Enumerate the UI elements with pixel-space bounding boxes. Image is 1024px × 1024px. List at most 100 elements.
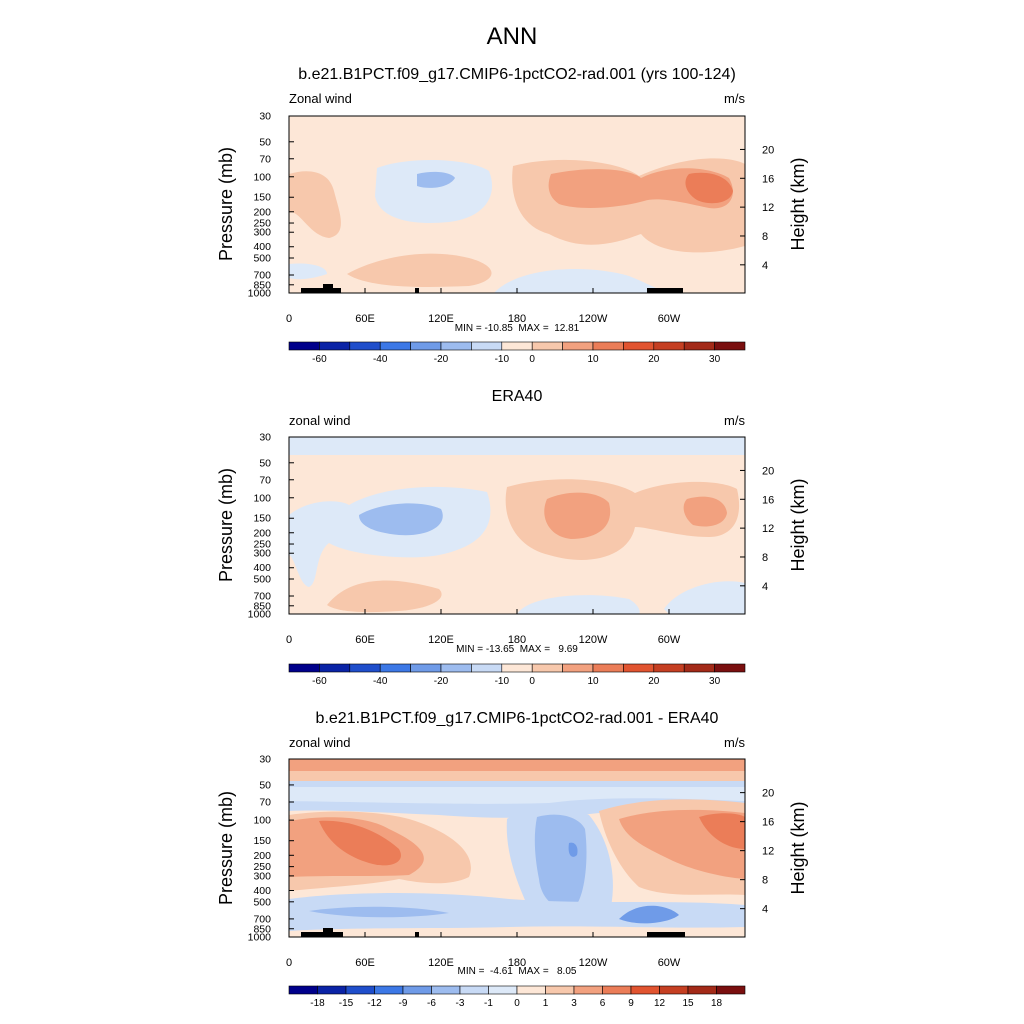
contour-band-neg (494, 268, 669, 293)
colorbar-label: 10 (587, 354, 599, 365)
colorbar-swatch (562, 663, 594, 673)
colorbar-swatch (410, 663, 442, 673)
colorbar-label: 10 (587, 676, 599, 687)
colorbar-label: -40 (373, 676, 388, 687)
colorbar-swatch (379, 341, 411, 351)
colorbar-label: 0 (529, 354, 535, 365)
contour-band-pos (347, 253, 492, 287)
contour-plot-area (289, 759, 745, 937)
colorbar-label: -3 (456, 998, 465, 1009)
longitude-tick-label: 120E (428, 957, 454, 969)
pressure-tick-label: 700 (253, 269, 271, 281)
colorbar-label: 30 (709, 676, 721, 687)
topography (647, 932, 685, 937)
pressure-tick-label: 30 (259, 111, 271, 123)
longitude-ticks: 0 60E 120E 180 120W 60W (286, 932, 681, 969)
pressure-tick-label: 850 (253, 923, 271, 935)
colorbar-swatch (714, 341, 746, 351)
longitude-tick-label: 120E (428, 313, 454, 325)
pressure-axis-label: Pressure (mb) (216, 147, 236, 261)
panel-title: b.e21.B1PCT.f09_g17.CMIP6-1pctCO2-rad.00… (298, 66, 736, 83)
pressure-tick-label: 500 (253, 896, 271, 908)
topography (301, 932, 343, 937)
longitude-ticks: 0 60E 120E 180 120W 60W (286, 609, 681, 646)
colorbar-swatch (288, 341, 320, 351)
min-max-stats: MIN = -10.85 MAX = 12.81 (455, 323, 580, 334)
height-tick-label: 16 (762, 173, 774, 185)
pressure-tick-label: 500 (253, 574, 271, 586)
panel-title: b.e21.B1PCT.f09_g17.CMIP6-1pctCO2-rad.00… (316, 710, 719, 727)
height-tick-label: 8 (762, 875, 768, 887)
contour-band-neg (375, 160, 493, 223)
colorbar-label: -20 (434, 676, 449, 687)
longitude-tick-label: 0 (286, 957, 292, 969)
height-axis-label: Height (km) (788, 157, 808, 250)
longitude-tick-label: 120W (579, 634, 608, 646)
colorbar-swatch (659, 985, 689, 995)
colorbar-label: 18 (711, 998, 723, 1009)
colorbar-swatch (374, 985, 404, 995)
height-tick-label: 4 (762, 581, 768, 593)
contour-band-pos (319, 820, 401, 866)
min-max-stats: MIN = -4.61 MAX = 8.05 (458, 966, 577, 977)
pressure-tick-label: 70 (259, 153, 271, 165)
colorbar-swatch (410, 341, 442, 351)
pressure-axis-label: Pressure (mb) (216, 791, 236, 905)
colorbar-label: -60 (312, 676, 327, 687)
contour-band-pos (289, 771, 745, 783)
topography (323, 928, 333, 937)
figure-title: ANN (487, 23, 538, 50)
pressure-tick-label: 400 (253, 241, 271, 253)
colorbar-swatch (345, 985, 375, 995)
panel-title: ERA40 (492, 388, 543, 405)
colorbar-swatch (459, 985, 489, 995)
pressure-tick-label: 700 (253, 590, 271, 602)
pressure-tick-label: 850 (253, 279, 271, 291)
topography (647, 288, 683, 293)
pressure-tick-label: 400 (253, 885, 271, 897)
pressure-tick-label: 300 (253, 227, 271, 239)
contour-band-pos (544, 492, 611, 539)
contour-band-pos (685, 172, 733, 204)
height-tick-label: 4 (762, 260, 768, 272)
units-label: m/s (724, 735, 745, 750)
height-ticks: 20 16 12 8 4 (740, 788, 774, 916)
colorbar-label: 9 (628, 998, 634, 1009)
colorbar-swatch (531, 663, 563, 673)
contour-band-neg (359, 503, 443, 536)
colorbar-swatch (440, 663, 472, 673)
colorbar-swatch (431, 985, 461, 995)
contour-band-neg (664, 581, 745, 614)
panel-1: b.e21.B1PCT.f09_g17.CMIP6-1pctCO2-rad.00… (216, 66, 808, 365)
colorbar-label: -10 (495, 354, 510, 365)
pressure-tick-label: 300 (253, 870, 271, 882)
pressure-tick-label: 1000 (248, 932, 272, 944)
longitude-tick-label: 0 (286, 313, 292, 325)
colorbar-label: -15 (339, 998, 354, 1009)
pressure-axis-label: Pressure (mb) (216, 468, 236, 582)
colorbar-swatch (592, 341, 624, 351)
variable-label: zonal wind (289, 735, 350, 750)
contour-band-neg (289, 263, 327, 280)
pressure-tick-label: 200 (253, 850, 271, 862)
longitude-tick-label: 0 (286, 634, 292, 646)
longitude-tick-label: 60E (355, 957, 375, 969)
height-axis-label: Height (km) (788, 478, 808, 571)
colorbar-label: -1 (484, 998, 493, 1009)
pressure-tick-label: 100 (253, 171, 271, 183)
contour-band-pos (683, 496, 727, 527)
pressure-tick-label: 70 (259, 474, 271, 486)
height-tick-label: 16 (762, 817, 774, 829)
colorbar-label: 0 (514, 998, 520, 1009)
colorbar-swatch (379, 663, 411, 673)
colorbar-swatch (349, 663, 381, 673)
colorbar-swatch (623, 341, 655, 351)
height-ticks: 20 16 12 8 4 (740, 144, 774, 272)
colorbar-label: 0 (529, 676, 535, 687)
variable-label: zonal wind (289, 413, 350, 428)
colorbar-swatch (714, 663, 746, 673)
colorbar-label: 15 (682, 998, 694, 1009)
longitude-tick-label: 60E (355, 313, 375, 325)
